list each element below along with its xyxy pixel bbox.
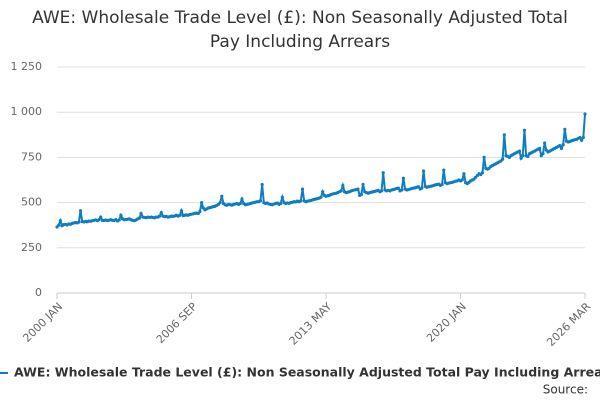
y-tick-label: 250 [21, 241, 42, 254]
point [179, 209, 184, 213]
point [139, 211, 143, 216]
point [77, 220, 81, 224]
point [519, 156, 523, 160]
point [220, 194, 224, 198]
point [117, 218, 121, 222]
point [137, 216, 141, 220]
point [339, 189, 343, 193]
point [361, 182, 365, 187]
point [522, 128, 527, 132]
point [440, 182, 444, 187]
point [462, 172, 466, 176]
point [561, 143, 565, 147]
point [421, 169, 426, 173]
point [341, 183, 345, 188]
point [240, 197, 244, 201]
point [218, 201, 222, 205]
point [238, 201, 242, 206]
point [416, 185, 421, 189]
point [159, 210, 163, 215]
point [460, 178, 464, 182]
y-tick-label: 0 [35, 286, 42, 299]
point [379, 189, 384, 193]
point [442, 168, 446, 172]
point [521, 153, 525, 158]
y-tick-label: 1 000 [11, 105, 43, 118]
point [359, 192, 363, 197]
legend-label: AWE: Wholesale Trade Level (£): Non Seas… [14, 365, 600, 380]
series-line [56, 113, 586, 228]
point [157, 214, 162, 218]
point [420, 186, 424, 190]
point [97, 218, 101, 222]
y-tick-label: 750 [21, 150, 42, 163]
point [563, 127, 567, 131]
point [517, 149, 522, 153]
point [319, 195, 323, 199]
point [258, 199, 263, 203]
point [58, 219, 62, 223]
point [57, 223, 61, 227]
point [396, 186, 400, 190]
point [78, 209, 83, 213]
source: Source: [543, 383, 588, 397]
point [558, 144, 562, 148]
point [260, 182, 264, 187]
point [482, 155, 486, 159]
y-tick-label: 1 250 [11, 60, 43, 73]
point [119, 213, 123, 217]
point [578, 135, 582, 140]
point [200, 201, 204, 205]
point [299, 199, 303, 203]
point [356, 187, 360, 191]
point [178, 213, 182, 217]
point [559, 146, 564, 150]
point [543, 141, 547, 145]
x-tick-label: 2006 SEP [154, 300, 200, 346]
point [526, 154, 530, 159]
x-tick-label: 2000 JAN [20, 300, 65, 345]
point [480, 171, 485, 175]
point [502, 133, 506, 137]
x-tick-label: 2020 JAN [424, 300, 469, 345]
y-tick-label: 500 [21, 196, 42, 209]
point [321, 190, 325, 194]
chart-title: AWE: Wholesale Trade Level (£): Non Seas… [32, 8, 568, 52]
point [99, 215, 103, 219]
point [501, 157, 505, 161]
point [198, 210, 202, 214]
point [280, 195, 284, 199]
point [541, 152, 545, 156]
point [537, 146, 542, 150]
point [580, 138, 584, 142]
point [583, 112, 587, 116]
point [401, 176, 405, 180]
point [400, 188, 404, 192]
x-tick-label: 2013 MAY [287, 300, 335, 348]
point [279, 201, 283, 206]
point [300, 187, 305, 191]
point [381, 171, 385, 175]
point [581, 135, 585, 140]
x-tick-label: 2026 MAR [544, 300, 593, 349]
